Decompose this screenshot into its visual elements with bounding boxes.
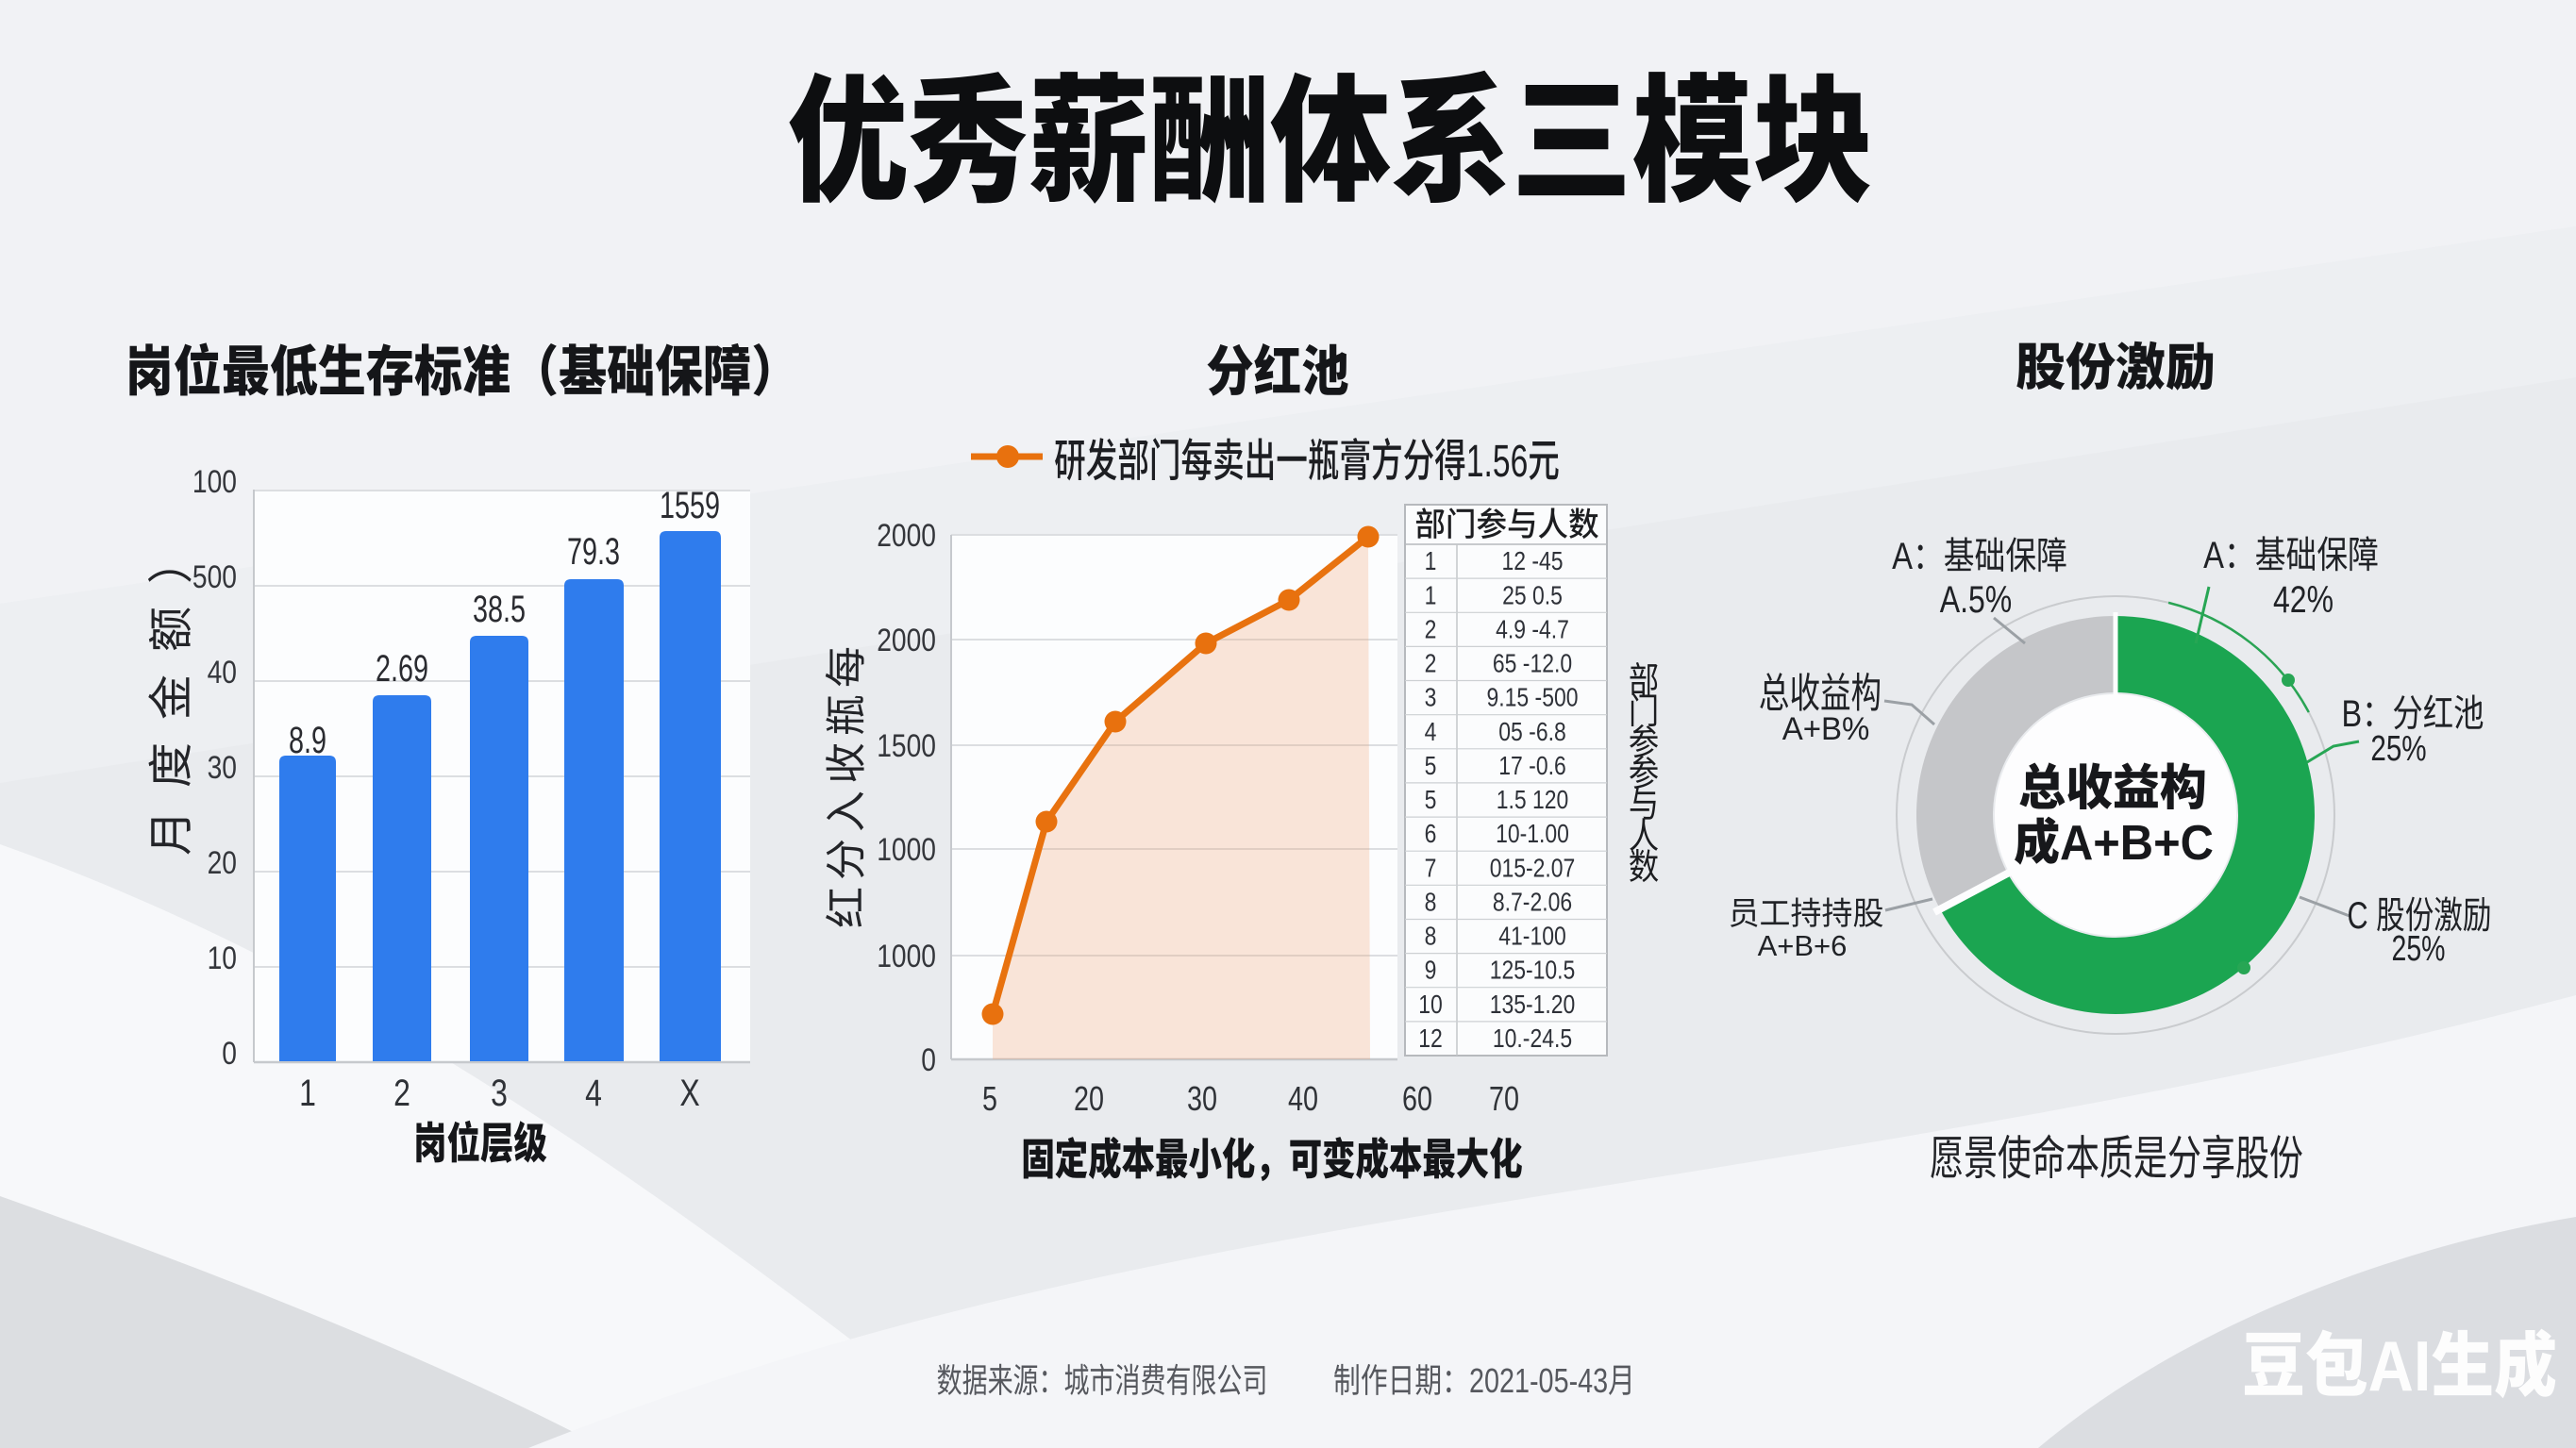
svg-text:优秀薪酬体系三模块: 优秀薪酬体系三模块 <box>788 30 1874 230</box>
svg-text:135-1.20: 135-1.20 <box>1490 983 1576 1021</box>
svg-text:5: 5 <box>1425 744 1437 782</box>
svg-text:10.-24.5: 10.-24.5 <box>1493 1017 1572 1055</box>
svg-text:参: 参 <box>1629 745 1659 797</box>
svg-text:豆包AI生成: 豆包AI生成 <box>2242 1309 2557 1411</box>
svg-text:6: 6 <box>1425 812 1437 850</box>
svg-text:0: 0 <box>222 1027 237 1074</box>
svg-text:4: 4 <box>585 1063 602 1117</box>
svg-text:9: 9 <box>1425 949 1437 987</box>
svg-text:12: 12 <box>1418 1017 1443 1055</box>
svg-text:门: 门 <box>1629 683 1659 735</box>
svg-text:A.5%: A.5% <box>1940 570 2012 624</box>
svg-text:12 -45: 12 -45 <box>1501 540 1563 577</box>
svg-text:2000: 2000 <box>877 509 936 556</box>
svg-text:与: 与 <box>1629 776 1659 828</box>
svg-text:25%: 25% <box>2391 919 2445 971</box>
svg-text:3: 3 <box>1425 676 1437 714</box>
svg-text:1000: 1000 <box>877 930 936 976</box>
svg-text:125-10.5: 125-10.5 <box>1490 949 1576 987</box>
svg-text:月度金额）: 月度金额） <box>134 516 200 856</box>
svg-text:红分入收瓶每: 红分入收瓶每 <box>812 640 873 928</box>
svg-text:60: 60 <box>1402 1072 1432 1121</box>
svg-text:数据来源：城市消费有限公司: 数据来源：城市消费有限公司 <box>937 1354 1268 1403</box>
svg-text:总收益构: 总收益构 <box>2018 748 2207 819</box>
svg-text:10: 10 <box>1418 983 1443 1021</box>
svg-text:015-2.07: 015-2.07 <box>1490 847 1576 885</box>
svg-text:70: 70 <box>1489 1072 1519 1121</box>
svg-text:岗位最低生存标准（基础保障）: 岗位最低生存标准（基础保障） <box>125 327 799 407</box>
svg-text:A：基础保障: A：基础保障 <box>1892 525 2067 580</box>
svg-text:17 -0.6: 17 -0.6 <box>1498 744 1565 782</box>
svg-text:成A+B+C: 成A+B+C <box>2014 802 2214 874</box>
svg-text:0: 0 <box>921 1034 936 1080</box>
svg-text:100: 100 <box>192 456 237 502</box>
svg-text:3: 3 <box>491 1063 508 1117</box>
svg-text:10-1.00: 10-1.00 <box>1496 812 1569 850</box>
svg-text:4: 4 <box>1425 710 1437 748</box>
svg-text:500: 500 <box>192 551 237 597</box>
svg-text:岗位层级: 岗位层级 <box>413 1107 547 1171</box>
svg-text:部门参与人数: 部门参与人数 <box>1414 498 1598 546</box>
svg-text:5: 5 <box>1425 778 1437 816</box>
svg-text:X: X <box>679 1063 699 1117</box>
svg-text:1.5 120: 1.5 120 <box>1497 778 1569 816</box>
svg-text:40: 40 <box>1288 1072 1318 1121</box>
svg-text:1559: 1559 <box>660 475 720 529</box>
svg-text:股份激励: 股份激励 <box>2016 326 2216 400</box>
svg-text:41-100: 41-100 <box>1498 915 1565 953</box>
svg-text:8: 8 <box>1425 881 1437 919</box>
svg-text:部: 部 <box>1629 652 1659 704</box>
svg-text:2: 2 <box>1425 608 1437 646</box>
svg-text:1000: 1000 <box>877 824 936 870</box>
svg-text:7: 7 <box>1425 847 1437 885</box>
svg-text:40: 40 <box>208 646 237 692</box>
svg-text:05 -6.8: 05 -6.8 <box>1498 710 1565 748</box>
svg-text:2000: 2000 <box>877 614 936 660</box>
svg-text:1: 1 <box>1425 540 1437 577</box>
svg-text:B：分红池: B：分红池 <box>2341 684 2484 738</box>
svg-text:1: 1 <box>1425 574 1437 612</box>
svg-text:C 股份激励: C 股份激励 <box>2347 886 2491 940</box>
svg-text:8.7-2.06: 8.7-2.06 <box>1493 881 1572 919</box>
svg-text:9.15 -500: 9.15 -500 <box>1487 676 1579 714</box>
svg-text:参: 参 <box>1629 714 1659 766</box>
svg-text:30: 30 <box>208 741 237 788</box>
svg-text:A：基础保障: A：基础保障 <box>2203 524 2379 579</box>
svg-text:42%: 42% <box>2273 570 2333 624</box>
svg-text:5: 5 <box>982 1072 997 1121</box>
svg-text:20: 20 <box>1074 1072 1104 1121</box>
svg-text:固定成本最小化，可变成本最大化: 固定成本最小化，可变成本最大化 <box>1021 1123 1522 1187</box>
svg-text:制作日期：2021-05-43月: 制作日期：2021-05-43月 <box>1333 1354 1635 1403</box>
svg-text:2: 2 <box>393 1063 410 1117</box>
svg-text:愿景使命本质是分享股份: 愿景使命本质是分享股份 <box>1930 1119 2303 1188</box>
svg-text:4.9 -4.7: 4.9 -4.7 <box>1496 608 1569 646</box>
svg-text:总收益构: 总收益构 <box>1759 660 1882 721</box>
svg-text:25 0.5: 25 0.5 <box>1502 574 1563 612</box>
svg-text:65 -12.0: 65 -12.0 <box>1493 642 1572 680</box>
svg-text:A+B%: A+B% <box>1782 702 1870 749</box>
svg-text:20: 20 <box>208 837 237 883</box>
svg-text:A+B+6: A+B+6 <box>1758 922 1848 964</box>
svg-text:2: 2 <box>1425 642 1437 680</box>
svg-text:30: 30 <box>1187 1072 1217 1121</box>
svg-text:研发部门每卖出一瓶膏方分得1.56元: 研发部门每卖出一瓶膏方分得1.56元 <box>1054 424 1560 490</box>
svg-text:1: 1 <box>299 1063 316 1117</box>
svg-text:10: 10 <box>208 932 237 978</box>
svg-text:人: 人 <box>1629 807 1659 859</box>
svg-text:25%: 25% <box>2370 718 2426 771</box>
svg-text:2.69: 2.69 <box>376 639 428 692</box>
svg-text:数: 数 <box>1629 839 1659 890</box>
svg-text:8: 8 <box>1425 915 1437 953</box>
svg-text:员工持持股: 员工持持股 <box>1729 887 1884 934</box>
svg-text:8.9: 8.9 <box>289 710 326 764</box>
svg-text:分红池: 分红池 <box>1206 327 1348 407</box>
svg-text:1500: 1500 <box>877 720 936 766</box>
svg-text:79.3: 79.3 <box>567 522 620 575</box>
svg-text:38.5: 38.5 <box>473 579 526 633</box>
